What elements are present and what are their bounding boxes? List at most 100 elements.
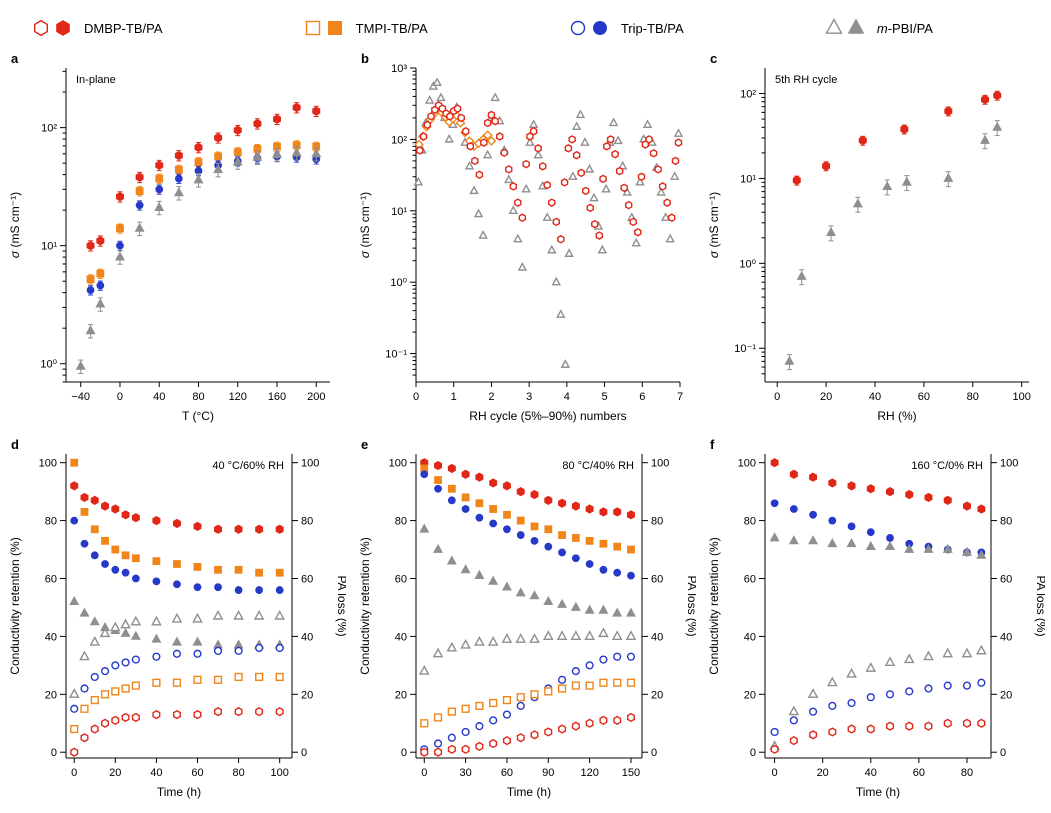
svg-text:40: 40 [651,631,663,643]
svg-text:6: 6 [639,391,645,403]
svg-text:60: 60 [913,767,925,779]
svg-text:150: 150 [621,767,639,779]
svg-text:160: 160 [268,391,286,403]
legend-label-text: TMPI-TB/PA [355,20,428,36]
svg-text:σ (mS cm⁻¹): σ (mS cm⁻¹) [707,192,721,258]
svg-text:10¹: 10¹ [41,241,57,253]
svg-text:5th RH cycle: 5th RH cycle [775,74,837,86]
chart-panel-a-inplane-conductivity: −40 0 40 80 120 160 200 10⁰ 10¹ 10² T (°C) σ (mS cm… [8,51,330,423]
svg-text:20: 20 [109,767,121,779]
svg-text:0: 0 [412,391,418,403]
chart-panel-e-retention-80c: 0 30 60 90 120 150 0 20 40 60 80 100 0 20 40 60 80 100 Tim… [358,437,696,799]
legend-label-italic: m [876,20,888,36]
svg-text:4: 4 [563,391,569,403]
square-markers-icon [305,20,342,36]
svg-text:120: 120 [580,767,598,779]
legend-label-dmbp: DMBP-TB/PA [84,21,163,36]
svg-text:Time (h): Time (h) [157,785,201,799]
svg-text:f: f [710,437,715,452]
svg-text:120: 120 [229,391,247,403]
svg-text:40 °C/60% RH: 40 °C/60% RH [212,460,284,472]
triangle-markers-icon [825,18,865,34]
svg-text:10⁰: 10⁰ [739,258,756,270]
svg-text:80: 80 [651,516,663,528]
svg-text:0: 0 [51,747,57,759]
svg-text:90: 90 [542,767,554,779]
svg-text:20: 20 [744,689,756,701]
chart-panel-d-retention-40c: 0 20 40 60 80 100 0 20 40 60 80 100 0 20 40 60 80 100 Time… [8,437,346,799]
svg-text:10⁻¹: 10⁻¹ [385,349,407,361]
svg-text:RH cycle (5%–90%) numbers: RH cycle (5%–90%) numbers [469,409,626,423]
legend-label-trip: Trip-TB/PA [621,21,684,36]
svg-text:100: 100 [388,458,406,470]
chart-row-bottom: 0 20 40 60 80 100 0 20 40 60 80 100 0 20 40 60 80 100 Time… [6,436,1045,806]
svg-text:0: 0 [71,767,77,779]
svg-text:PA loss (%): PA loss (%) [335,575,346,636]
svg-text:60: 60 [651,573,663,585]
svg-text:200: 200 [307,391,325,403]
svg-text:80 °C/40% RH: 80 °C/40% RH [562,460,634,472]
svg-text:40: 40 [153,391,165,403]
svg-text:80: 80 [394,516,406,528]
legend-label-text: DMBP-TB/PA [84,20,163,36]
svg-text:100: 100 [1012,391,1030,403]
svg-text:10⁰: 10⁰ [390,277,407,289]
svg-text:100: 100 [738,458,756,470]
chart-panel-f-retention-160c: 0 20 40 60 80 0 20 40 60 80 100 0 20 40 60 80 100 Time (h… [707,437,1045,799]
legend-item-tmpi: TMPI-TB/PA [302,18,428,38]
svg-text:10²: 10² [41,123,57,135]
svg-text:60: 60 [1000,573,1012,585]
svg-text:In-plane: In-plane [76,74,116,86]
svg-text:10⁰: 10⁰ [40,359,57,371]
svg-text:0: 0 [651,747,657,759]
svg-text:80: 80 [1000,516,1012,528]
svg-text:160 °C/0% RH: 160 °C/0% RH [911,460,983,472]
svg-text:60: 60 [191,767,203,779]
svg-text:Conductivity retention (%): Conductivity retention (%) [707,537,721,674]
svg-text:20: 20 [301,689,313,701]
svg-text:d: d [11,437,19,452]
svg-text:100: 100 [270,767,288,779]
legend-item-dmbp: DMBP-TB/PA [30,18,163,38]
svg-text:100: 100 [301,458,319,470]
hexagon-markers-icon [33,19,70,37]
svg-text:10⁻¹: 10⁻¹ [734,343,756,355]
svg-text:RH (%): RH (%) [877,409,916,423]
legend-label-tmpi: TMPI-TB/PA [356,21,428,36]
svg-text:100: 100 [39,458,57,470]
svg-text:40: 40 [150,767,162,779]
svg-text:2: 2 [488,391,494,403]
svg-text:40: 40 [744,631,756,643]
legend-item-mpbi: m-PBI/PA [823,18,933,38]
circle-markers-icon [570,20,607,36]
svg-text:Time (h): Time (h) [856,785,900,799]
svg-text:0: 0 [301,747,307,759]
svg-text:Time (h): Time (h) [506,785,550,799]
svg-text:80: 80 [744,516,756,528]
svg-text:1: 1 [450,391,456,403]
svg-text:60: 60 [744,573,756,585]
svg-text:10²: 10² [391,134,407,146]
svg-text:PA loss (%): PA loss (%) [1034,575,1045,636]
legend-item-trip: Trip-TB/PA [567,18,684,38]
svg-text:σ (mS cm⁻¹): σ (mS cm⁻¹) [358,192,372,258]
svg-text:0: 0 [750,747,756,759]
legend-label-text: Trip-TB/PA [620,20,684,36]
svg-text:0: 0 [772,767,778,779]
svg-text:60: 60 [918,391,930,403]
svg-text:80: 80 [192,391,204,403]
svg-text:a: a [11,51,19,66]
svg-text:60: 60 [301,573,313,585]
svg-text:0: 0 [774,391,780,403]
svg-text:40: 40 [865,767,877,779]
svg-text:e: e [361,437,368,452]
svg-text:10¹: 10¹ [391,206,407,218]
legend-label-mpbi: m-PBI/PA [877,21,933,36]
svg-text:40: 40 [394,631,406,643]
svg-text:40: 40 [301,631,313,643]
svg-text:60: 60 [500,767,512,779]
svg-text:20: 20 [45,689,57,701]
svg-text:80: 80 [301,516,313,528]
svg-text:40: 40 [869,391,881,403]
svg-text:40: 40 [1000,631,1012,643]
